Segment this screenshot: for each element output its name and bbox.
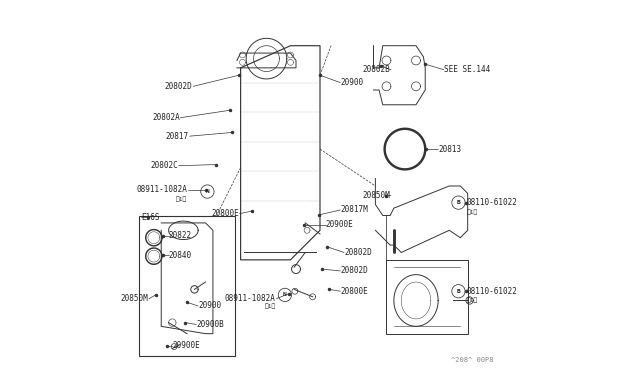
Text: 20900B: 20900B <box>196 320 224 329</box>
Text: 20802D: 20802D <box>165 82 193 91</box>
Text: （1）: （1） <box>176 196 187 202</box>
Text: 20850M: 20850M <box>120 294 148 303</box>
Text: B: B <box>456 200 460 205</box>
Text: 08110-61022: 08110-61022 <box>467 198 518 207</box>
Text: SEE SE.144: SEE SE.144 <box>444 65 490 74</box>
Text: 20840: 20840 <box>168 251 192 260</box>
Text: 20900: 20900 <box>340 78 364 87</box>
Text: 20822: 20822 <box>168 231 192 240</box>
Text: 20817M: 20817M <box>340 205 368 215</box>
Text: N: N <box>283 292 287 298</box>
Text: 20850M: 20850M <box>362 191 390 200</box>
Text: 20802C: 20802C <box>150 161 178 170</box>
Text: B: B <box>456 289 460 294</box>
Text: ^208^ 00P8: ^208^ 00P8 <box>451 357 493 363</box>
Text: 20800E: 20800E <box>340 287 368 296</box>
Text: 20802D: 20802D <box>344 248 372 257</box>
Text: 20802D: 20802D <box>340 266 368 275</box>
Text: 08911-1082A: 08911-1082A <box>225 294 276 303</box>
Text: 20802A: 20802A <box>152 113 180 122</box>
Text: 20900: 20900 <box>198 301 221 311</box>
Text: 20800E: 20800E <box>211 209 239 218</box>
Text: 20900E: 20900E <box>326 220 353 229</box>
Text: 08110-61022: 08110-61022 <box>467 287 518 296</box>
Text: （1）: （1） <box>467 209 478 215</box>
Text: N: N <box>205 189 209 194</box>
Text: （1）: （1） <box>264 303 276 309</box>
Text: 20900E: 20900E <box>172 341 200 350</box>
Text: 08911-1082A: 08911-1082A <box>136 185 187 194</box>
Text: 20813: 20813 <box>438 145 461 154</box>
FancyBboxPatch shape <box>139 215 235 356</box>
Text: （1）: （1） <box>467 298 478 303</box>
Text: E16S: E16S <box>141 213 159 222</box>
Text: 20802B: 20802B <box>362 65 390 74</box>
Text: 20817: 20817 <box>166 132 189 141</box>
